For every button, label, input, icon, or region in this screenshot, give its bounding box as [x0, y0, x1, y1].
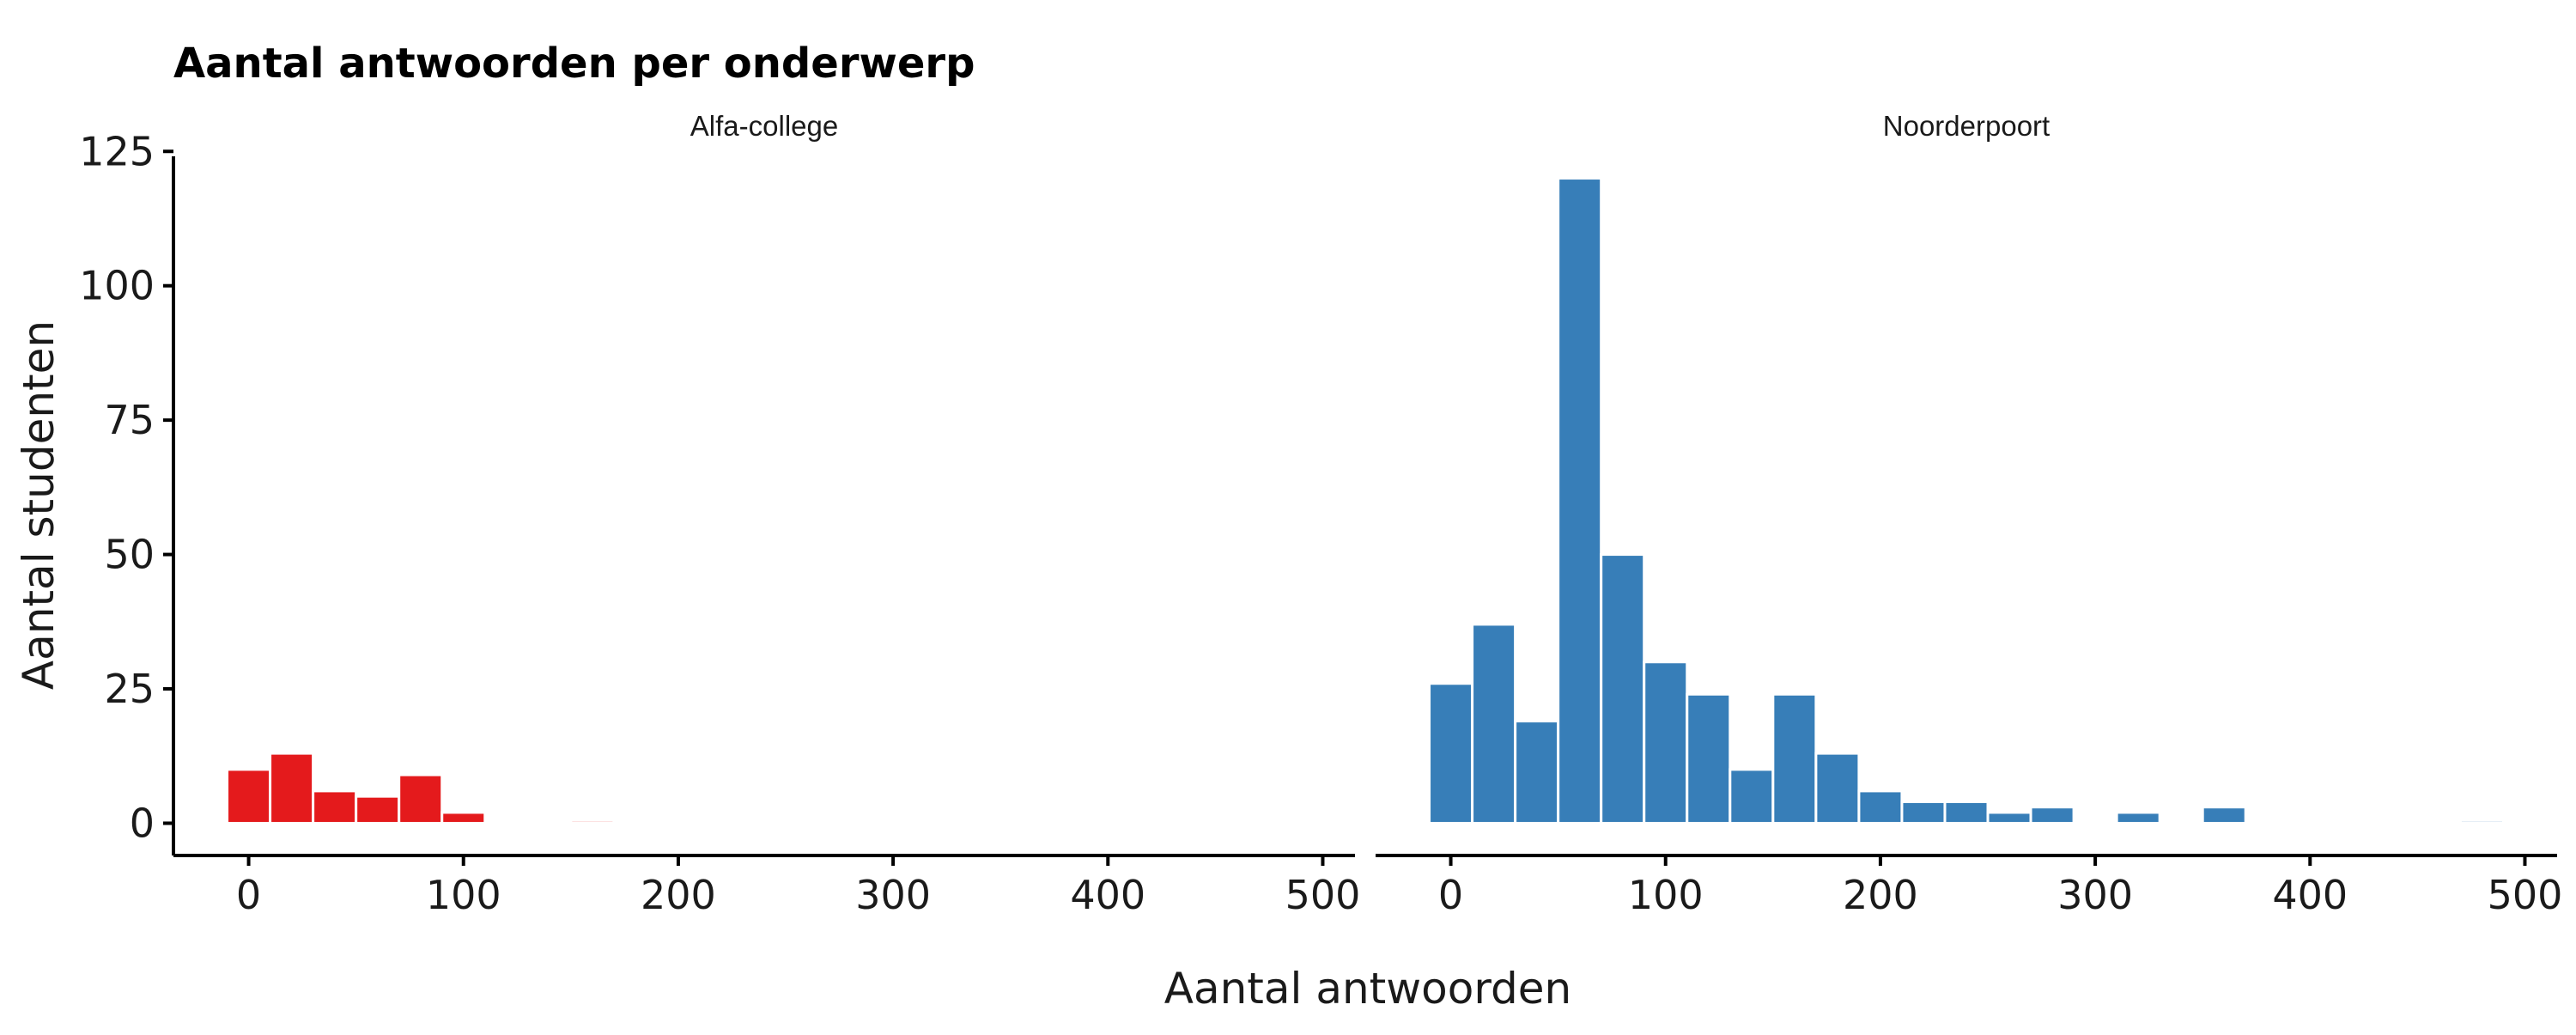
histogram-bar: [1943, 800, 1990, 825]
y-tick-label: 25: [104, 666, 155, 712]
histogram-bar: [440, 811, 487, 825]
y-axis-title: Aantal studenten: [14, 320, 64, 690]
x-tick-label: 200: [641, 872, 716, 918]
y-tick-label: 100: [79, 263, 155, 309]
y-tick-label: 75: [104, 397, 155, 443]
x-tick-label: 500: [2488, 872, 2563, 918]
x-tick-label: 0: [1438, 872, 1463, 918]
panel-strip-label: Noorderpoort: [1883, 110, 2050, 142]
histogram-bar: [2201, 806, 2247, 825]
x-tick-label: 300: [2057, 872, 2133, 918]
x-tick-label: 400: [2272, 872, 2348, 918]
histogram-bar: [2458, 819, 2505, 825]
histogram-bar: [312, 789, 358, 825]
histogram-bar: [1557, 177, 1603, 825]
histogram-bar: [1857, 789, 1904, 825]
y-tick-label: 0: [130, 800, 155, 846]
x-tick-label: 400: [1070, 872, 1145, 918]
chart-title: Aantal antwoorden per onderwerp: [173, 40, 975, 88]
histogram-bar: [226, 768, 272, 825]
histogram-bar: [569, 819, 616, 825]
histogram-bar: [1686, 692, 1732, 825]
histogram-bar: [269, 752, 315, 825]
histogram-bar: [1514, 720, 1560, 825]
histogram-bar: [2029, 806, 2075, 825]
y-tick-label: 50: [104, 532, 155, 578]
y-tick-label: 125: [79, 128, 155, 174]
histogram-bar: [1900, 800, 1947, 825]
facet-panels: Alfa-college 0 100 200 300 400 500 0 25 50 75 100 12…: [79, 110, 2562, 918]
panel-1: Noorderpoort 0 100 200 300 400 500: [1376, 110, 2562, 918]
histogram-bar: [1428, 682, 1474, 825]
panel-0: Alfa-college 0 100 200 300 400 500 0 25 50 75 100 12…: [79, 110, 1360, 918]
histogram-bar: [1771, 692, 1818, 825]
x-tick-label: 0: [236, 872, 261, 918]
x-tick-label: 300: [855, 872, 931, 918]
histogram-bar: [1814, 752, 1861, 825]
histogram-bar: [355, 795, 401, 825]
histogram-bar: [1728, 768, 1775, 825]
histogram-bar: [1643, 661, 1689, 825]
histogram-bar: [398, 773, 444, 825]
histogram-bar: [1600, 553, 1646, 825]
x-tick-label: 500: [1285, 872, 1361, 918]
x-tick-label: 200: [1843, 872, 1918, 918]
histogram-bar: [1471, 623, 1517, 825]
panel-strip-label: Alfa-college: [690, 110, 838, 142]
x-tick-label: 100: [426, 872, 501, 918]
histogram-bar: [1986, 811, 2032, 825]
x-axis-title: Aantal antwoorden: [1164, 964, 1571, 1014]
x-tick-label: 100: [1628, 872, 1704, 918]
histogram-bar: [2115, 811, 2161, 825]
